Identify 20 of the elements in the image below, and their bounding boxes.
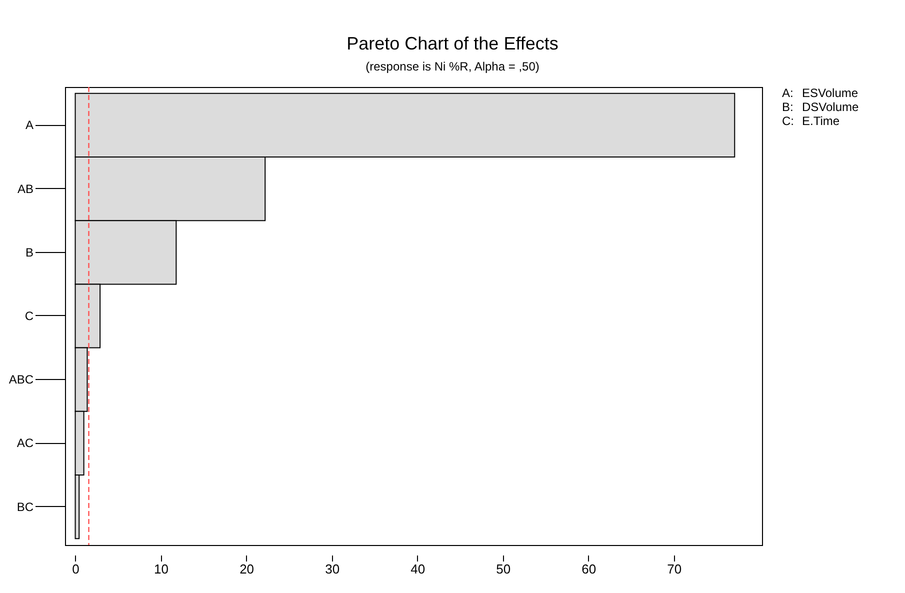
y-tick-label: AC — [16, 436, 34, 450]
x-tick-label: 30 — [325, 562, 340, 576]
x-tick-label: 0 — [72, 562, 80, 576]
x-tick-label: 70 — [667, 562, 682, 576]
text: C: E.Time — [782, 114, 840, 128]
x-tick-label: 60 — [582, 562, 596, 576]
y-tick-label: C — [24, 309, 34, 323]
y-tick-label: BC — [16, 500, 34, 514]
chart-subtitle: (response is Ni %R, Alpha = ,50) — [366, 59, 540, 74]
y-tick-label: B — [25, 245, 34, 260]
y-tick-label: ABC — [8, 372, 34, 387]
text: B: DSVolume — [782, 100, 859, 114]
y-tick-label: A — [25, 118, 34, 132]
x-tick-label: 40 — [410, 562, 426, 576]
x-tick-label: 20 — [240, 562, 254, 576]
y-tick-label: AB — [17, 182, 34, 196]
chart-title: Pareto Chart of the Effects — [346, 33, 558, 54]
x-tick-label: 50 — [496, 562, 511, 576]
text: A: ESVolume — [782, 86, 858, 100]
x-tick-label: 10 — [154, 562, 169, 576]
